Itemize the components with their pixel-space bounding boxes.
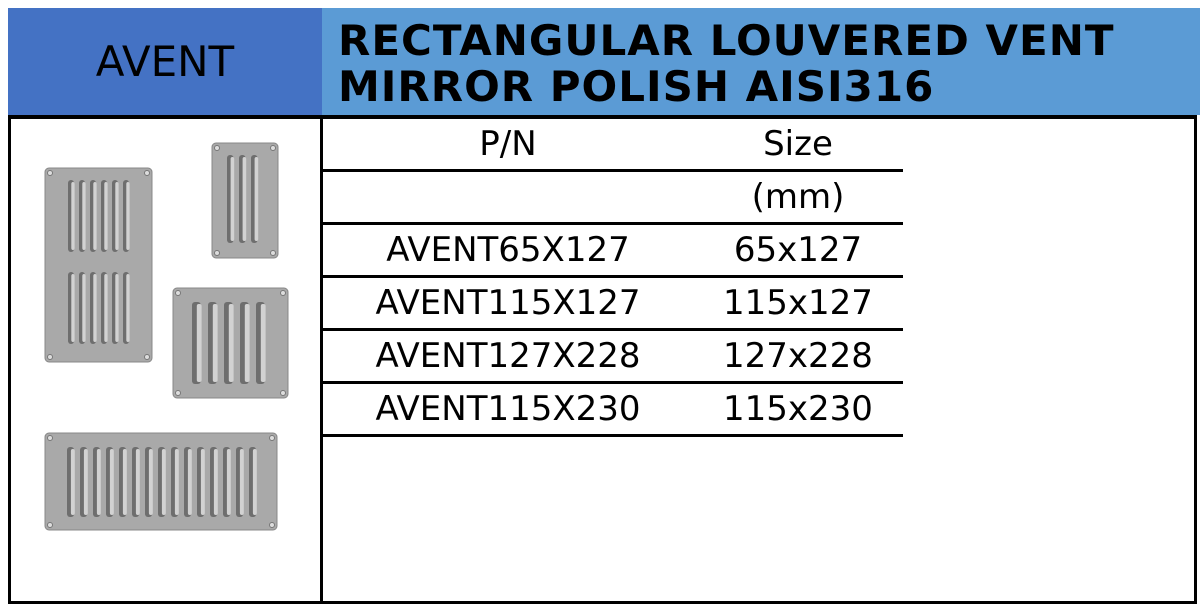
louver-highlight <box>244 304 250 382</box>
table-row: AVENT127X228 127x228 <box>323 331 903 384</box>
louver-highlight <box>135 449 140 515</box>
louver-highlight <box>71 274 75 342</box>
screw-icon <box>280 390 286 396</box>
pn-cell: AVENT127X228 <box>375 336 641 376</box>
title-line-2: MIRROR POLISH AISI316 <box>338 62 935 111</box>
screw-icon <box>270 145 276 151</box>
louver-highlight <box>109 449 114 515</box>
product-image <box>44 142 289 531</box>
louver-highlight <box>161 449 166 515</box>
louver-highlight <box>174 449 179 515</box>
louver-highlight <box>96 449 101 515</box>
header-pn: P/N <box>479 124 537 164</box>
brand-cell: AVENT <box>8 8 322 115</box>
size-cell: 65x127 <box>733 230 863 270</box>
louver-highlight <box>239 449 244 515</box>
louver-highlight <box>70 449 75 515</box>
louver-highlight <box>82 274 86 342</box>
louver-highlight <box>71 182 75 250</box>
louver-highlight <box>104 274 108 342</box>
table-row: AVENT115X230 115x230 <box>323 384 903 437</box>
louver-highlight <box>230 157 235 241</box>
louver-highlight <box>196 304 202 382</box>
louver-highlight <box>115 182 119 250</box>
title-line-1: RECTANGULAR LOUVERED VENT <box>338 16 1115 65</box>
screw-icon <box>47 354 53 360</box>
spec-table: P/N Size (mm) AVENT65X127 65x127 AVENT115… <box>323 119 903 437</box>
header-size: Size <box>763 124 833 164</box>
screw-icon <box>214 145 220 151</box>
louver-highlight <box>82 182 86 250</box>
screw-icon <box>47 435 53 441</box>
content-frame <box>8 115 1197 604</box>
louver-highlight <box>83 449 88 515</box>
screw-icon <box>269 435 275 441</box>
brand-label: AVENT <box>95 37 235 86</box>
size-cell: 115x230 <box>723 389 873 429</box>
pn-cell: AVENT65X127 <box>386 230 630 270</box>
louver-highlight <box>187 449 192 515</box>
louver-highlight <box>252 449 257 515</box>
louver-highlight <box>104 182 108 250</box>
screw-icon <box>175 290 181 296</box>
louver-highlight <box>148 449 153 515</box>
screw-icon <box>270 250 276 256</box>
louver-highlight <box>228 304 234 382</box>
louver-highlight <box>226 449 231 515</box>
louver-highlight <box>213 449 218 515</box>
table-row: AVENT65X127 65x127 <box>323 225 903 278</box>
louver-highlight <box>242 157 247 241</box>
pn-cell: AVENT115X127 <box>375 283 641 323</box>
table-header-row: P/N Size <box>323 119 903 172</box>
louver-highlight <box>126 182 130 250</box>
vent-double <box>44 167 153 363</box>
louver-highlight <box>93 274 97 342</box>
size-cell: 127x228 <box>723 336 873 376</box>
screw-icon <box>269 522 275 528</box>
screw-icon <box>175 390 181 396</box>
screw-icon <box>47 522 53 528</box>
title-cell: RECTANGULAR LOUVERED VENT MIRROR POLISH … <box>322 8 1200 115</box>
louver-highlight <box>254 157 259 241</box>
screw-icon <box>280 290 286 296</box>
size-cell: 115x127 <box>723 283 873 323</box>
louver-highlight <box>260 304 266 382</box>
screw-icon <box>214 250 220 256</box>
louver-highlight <box>212 304 218 382</box>
louver-highlight <box>115 274 119 342</box>
pn-cell: AVENT115X230 <box>375 389 641 429</box>
screw-icon <box>144 354 150 360</box>
louver-highlight <box>126 274 130 342</box>
column-divider <box>320 115 323 603</box>
size-unit: (mm) <box>751 177 845 217</box>
louver-highlight <box>200 449 205 515</box>
louver-highlight <box>93 182 97 250</box>
table-row: AVENT115X127 115x127 <box>323 278 903 331</box>
table-unit-row: (mm) <box>323 172 903 225</box>
screw-icon <box>144 170 150 176</box>
louver-highlight <box>122 449 127 515</box>
screw-icon <box>47 170 53 176</box>
